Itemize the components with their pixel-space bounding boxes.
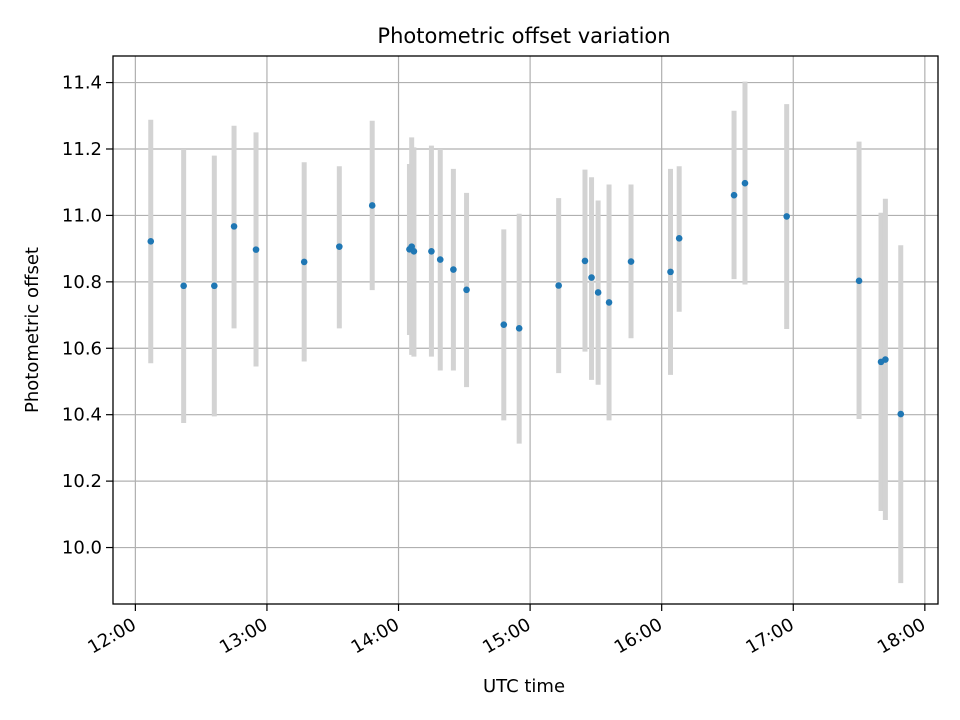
plot-frame [112,55,939,605]
data-point [581,257,589,265]
data-point [605,299,613,306]
data-point [252,246,260,253]
data-point [463,286,470,294]
y-tick-label: 10.2 [62,471,102,492]
y-tick-label: 11.0 [62,205,102,226]
data-point [667,268,674,276]
data-point [147,238,155,245]
data-point [211,282,218,290]
data-point [368,202,376,209]
data-point [730,191,738,199]
x-axis-label: UTC time [483,676,565,697]
data-point [515,325,523,332]
data-point [855,277,863,285]
data-point [594,289,602,296]
data-points [147,179,905,418]
y-tick-label: 11.4 [62,73,102,94]
y-axis: 10.0 10.2 10.4 10.6 10.8 11.0 11.2 11.4 [62,73,113,559]
y-tick-label: 10.6 [62,338,102,359]
data-point [230,223,238,230]
y-tick-label: 10.0 [62,538,102,559]
data-point [300,258,308,266]
data-point [500,321,508,328]
grid-lines [113,56,938,604]
data-point [450,266,457,273]
data-point [436,256,444,263]
y-tick-label: 10.4 [62,405,102,426]
data-point [588,274,595,281]
data-point [741,179,749,187]
chart-title: Photometric offset variation [377,24,670,48]
data-point [180,282,187,290]
data-point [783,213,790,220]
y-tick-label: 10.8 [62,272,102,293]
data-point [627,258,635,265]
y-tick-label: 11.2 [62,139,102,160]
data-point [555,282,562,289]
data-point [882,356,889,363]
data-point [336,243,343,250]
y-axis-label: Photometric offset [22,247,43,413]
data-point [410,247,418,255]
data-point [675,235,683,242]
data-point [428,247,435,255]
data-point [897,410,905,418]
